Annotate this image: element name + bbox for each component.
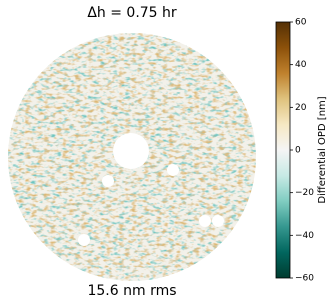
x-label: 15.6 nm rms: [87, 283, 176, 299]
hole: [212, 215, 224, 227]
colorbar-tick-label: −20: [295, 188, 314, 198]
chart-title: Δh = 0.75 hr: [87, 5, 177, 21]
colorbar-tick-label: 40: [295, 60, 307, 70]
aperture-map: [8, 33, 256, 281]
obscurations: [78, 133, 224, 246]
hole: [102, 175, 114, 187]
hole: [167, 164, 179, 176]
colorbar-tick-label: −40: [295, 231, 314, 241]
colorbar-tick-label: 60: [295, 18, 307, 28]
central-hole: [113, 133, 149, 169]
colorbar: [275, 21, 291, 279]
colorbar-tick-label: −60: [295, 274, 314, 284]
colorbar-label: Differential OPD [nm]: [317, 96, 328, 203]
colorbar-tick-label: 20: [295, 103, 307, 113]
hole: [78, 234, 90, 246]
hole: [199, 215, 211, 227]
colorbar-tick-label: 0: [295, 146, 301, 156]
